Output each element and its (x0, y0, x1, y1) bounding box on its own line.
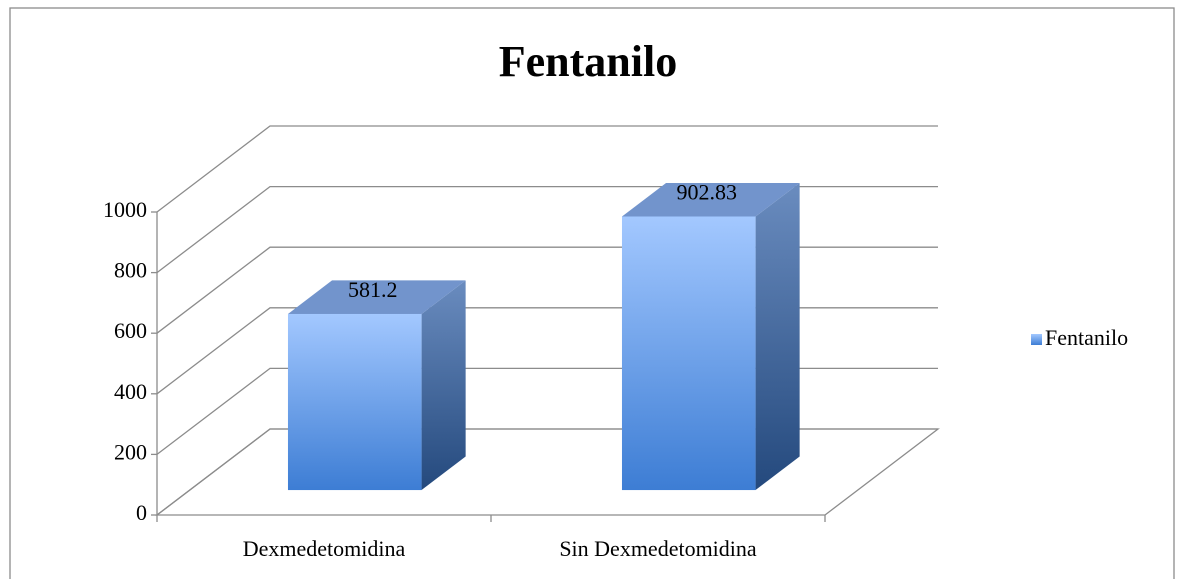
legend-label: Fentanilo (1045, 325, 1128, 350)
y-tick-label: 800 (114, 258, 147, 283)
legend-swatch (1031, 334, 1042, 345)
x-tick-label: Sin Dexmedetomidina (559, 536, 757, 561)
y-tick-label: 400 (114, 379, 147, 404)
y-tick-label: 200 (114, 439, 147, 464)
bar-side (421, 280, 466, 491)
y-tick-label: 1000 (103, 197, 147, 222)
data-label: 902.83 (677, 180, 738, 205)
bar-top (621, 182, 800, 217)
data-label: 581.2 (348, 277, 398, 302)
bar (621, 216, 756, 491)
bar-side (755, 182, 800, 491)
chart-title: Fentanilo (499, 37, 677, 86)
grid-line (156, 125, 938, 213)
bar (287, 313, 422, 491)
y-tick-label: 0 (136, 500, 147, 525)
bar-top (287, 280, 466, 314)
x-tick-label: Dexmedetomidina (243, 536, 406, 561)
chart-border (9, 7, 1175, 579)
y-tick-label: 600 (114, 318, 147, 343)
